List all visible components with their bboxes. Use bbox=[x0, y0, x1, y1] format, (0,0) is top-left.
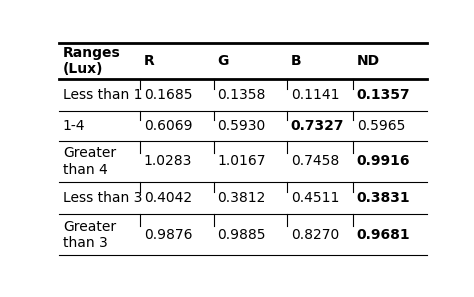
Text: 0.1357: 0.1357 bbox=[357, 88, 410, 102]
Text: 0.9916: 0.9916 bbox=[357, 154, 410, 168]
Text: B: B bbox=[291, 54, 301, 68]
Text: 1.0167: 1.0167 bbox=[217, 154, 266, 168]
Text: Greater
than 4: Greater than 4 bbox=[63, 146, 116, 176]
Text: Ranges
(Lux): Ranges (Lux) bbox=[63, 46, 121, 76]
Text: Greater
than 3: Greater than 3 bbox=[63, 219, 116, 250]
Text: 0.1141: 0.1141 bbox=[291, 88, 339, 102]
Text: 0.1358: 0.1358 bbox=[217, 88, 265, 102]
Text: 0.3812: 0.3812 bbox=[217, 191, 265, 205]
Text: 0.3831: 0.3831 bbox=[357, 191, 410, 205]
Text: 0.6069: 0.6069 bbox=[144, 119, 192, 133]
Text: 0.9885: 0.9885 bbox=[217, 228, 266, 241]
Text: 0.5965: 0.5965 bbox=[357, 119, 405, 133]
Text: 0.5930: 0.5930 bbox=[217, 119, 265, 133]
Text: 0.9876: 0.9876 bbox=[144, 228, 192, 241]
Text: 0.4042: 0.4042 bbox=[144, 191, 192, 205]
Text: Less than 3: Less than 3 bbox=[63, 191, 142, 205]
Text: G: G bbox=[217, 54, 228, 68]
Text: 1-4: 1-4 bbox=[63, 119, 85, 133]
Text: 0.4511: 0.4511 bbox=[291, 191, 339, 205]
Text: R: R bbox=[144, 54, 155, 68]
Text: 0.7327: 0.7327 bbox=[291, 119, 344, 133]
Text: 0.7458: 0.7458 bbox=[291, 154, 339, 168]
Text: 0.8270: 0.8270 bbox=[291, 228, 339, 241]
Text: 0.9681: 0.9681 bbox=[357, 228, 410, 241]
Text: ND: ND bbox=[357, 54, 380, 68]
Text: 1.0283: 1.0283 bbox=[144, 154, 192, 168]
Text: 0.1685: 0.1685 bbox=[144, 88, 192, 102]
Text: Less than 1: Less than 1 bbox=[63, 88, 142, 102]
